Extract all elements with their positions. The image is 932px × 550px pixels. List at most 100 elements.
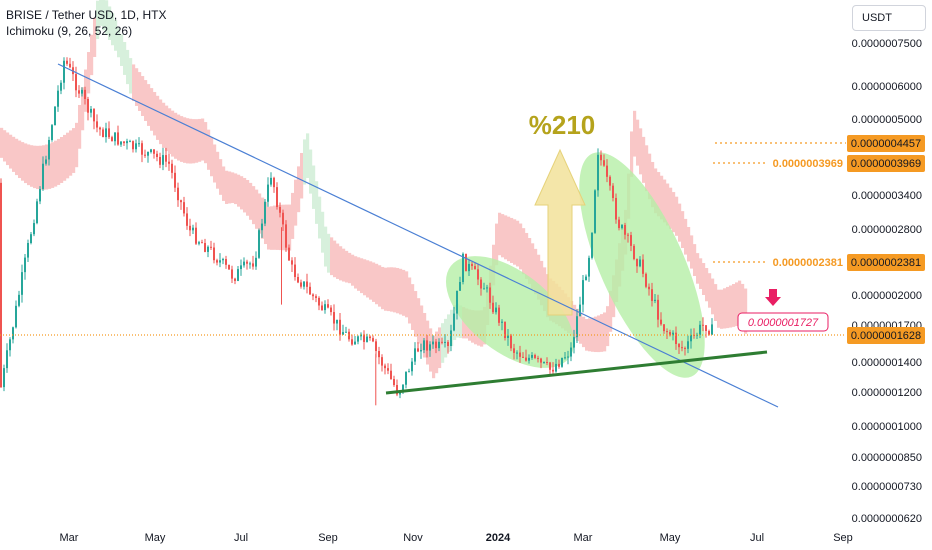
cloud-segment [579,312,583,344]
y-tick: 0.0000000730 [852,481,922,493]
cloud-segment [300,152,304,199]
cloud-segment [249,182,253,220]
candle-body [420,350,422,352]
candle-body [534,355,536,358]
cloud-segment [246,180,250,216]
y-tick: 0.0000000620 [852,513,922,525]
y-tick: 0.0000003400 [852,190,922,202]
cloud-segment [420,305,424,351]
cloud-segment [714,284,718,322]
cloud-segment [501,214,505,258]
candle-body [123,141,125,144]
candle-body [639,259,641,267]
cloud-segment [201,118,205,161]
candle-body [549,362,551,370]
candle-body [114,132,116,142]
indicator-label[interactable]: Ichimoku (9, 26, 52, 26) [6,24,133,38]
cloud-segment [180,116,184,162]
candle-body [597,154,599,191]
current-price-tag-text: 0.0000001628 [851,330,921,342]
candle-body [147,151,149,156]
candle-body [171,163,173,173]
chart-title: BRISE / Tether USD, 1D, HTX [6,8,167,22]
cloud-segment [108,6,112,40]
candle-body [624,224,626,235]
cloud-segment [741,283,745,329]
cloud-segment [129,58,133,94]
cloud-segment [537,254,541,300]
candle-body [267,184,269,202]
candle-body [543,361,545,363]
candle-body [408,371,410,373]
resistance-trendline[interactable] [57,63,779,408]
cloud-segment [729,285,733,328]
cloud-segment [276,205,280,250]
price-tag-4457-text: 0.0000004457 [851,138,921,150]
candle-body [642,259,644,274]
cloud-segment [282,204,286,251]
candle-body [255,257,257,267]
support-trendline[interactable] [385,350,768,395]
ichimoku-cloud [0,0,748,379]
candle-body [153,149,155,154]
cloud-segment [534,248,538,295]
candle-body [471,263,473,267]
candle-body [48,139,50,160]
candle-body [357,336,359,342]
time-axis[interactable]: Mar May Jul Sep Nov 2024 Mar May Jul Sep [60,532,853,544]
cloud-segment [609,290,613,332]
candle-body [447,341,449,347]
candle-body [54,106,56,126]
cloud-segment [528,238,532,284]
cloud-segment [597,315,601,353]
marker-box[interactable] [737,312,829,332]
cloud-segment [78,104,82,149]
cloud-segment [288,204,292,251]
candle-body [369,336,371,339]
candle-body [243,261,245,266]
candle-body [201,242,203,244]
candle-body [366,336,368,342]
candle-body [270,177,272,185]
candle-body [339,319,341,335]
cloud-segment [33,145,37,189]
candle-body [45,159,47,164]
unit-selector[interactable]: USDT [852,5,926,31]
cloud-segment [183,117,187,163]
y-tick: 0.0000005000 [852,114,922,126]
candle-body [27,242,29,258]
level-left-label-2381: 0.0000002381 [773,257,843,269]
cloud-segment [585,319,589,351]
price-axis[interactable]: 0.0000007500 0.0000006000 0.0000005000 0… [847,38,925,525]
candle-body [657,299,659,320]
y-tick: 0.0000007500 [852,38,922,50]
price-tag-2381-text: 0.0000002381 [851,257,921,269]
cloud-segment [45,144,49,190]
candle-body [648,286,650,290]
candle-body [381,357,383,366]
candle-body [33,223,35,235]
candle-body [618,219,620,229]
cloud-segment [699,258,703,289]
cloud-segment [309,149,313,194]
candle-body [585,276,587,281]
candle-body [483,288,485,290]
candle-body [345,331,347,333]
cloud-segment [210,137,214,177]
price-tag-3969-text: 0.0000003969 [851,158,921,170]
cloud-segment [366,260,370,298]
cloud-segment [54,140,58,187]
cloud-segment [51,142,55,188]
cloud-segment [507,216,511,262]
candle-body [426,340,428,351]
candle-body [507,335,509,338]
candle-body [297,277,299,283]
cloud-segment [705,268,709,302]
cloud-segment [408,277,412,324]
candle-body [9,339,11,351]
candle-body [81,89,83,94]
cloud-segment [96,0,100,40]
x-tick: Sep [833,532,853,544]
cloud-segment [312,165,316,209]
